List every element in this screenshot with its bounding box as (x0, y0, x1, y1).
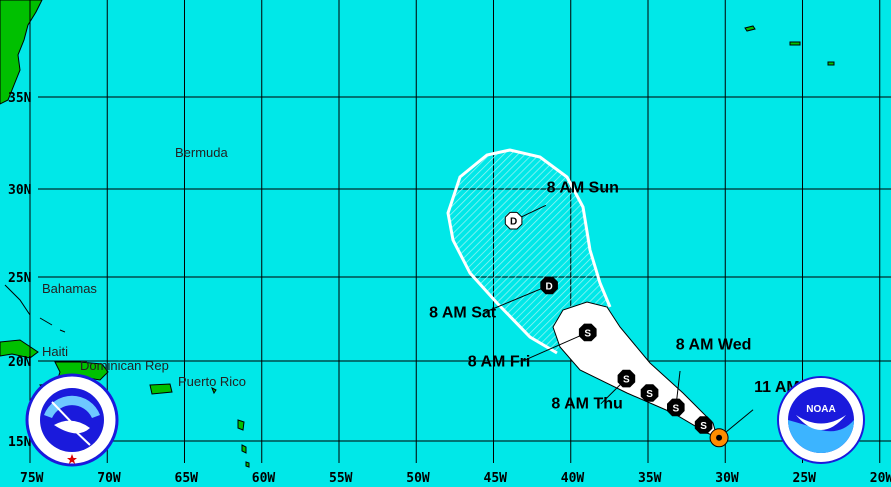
lat-lon-grid (29, 0, 891, 463)
intensity-letter: D (510, 217, 517, 228)
lon-label: 60W (252, 471, 276, 486)
place-puerto-rico: Puerto Rico (178, 374, 246, 389)
track-time-label: 8 AM Thu (551, 396, 622, 413)
axis-labels: 75W 70W 65W 60W 55W 50W 45W 40W 35W 30W 25W 20W 15N 2… (8, 91, 891, 486)
intensity-letter: S (646, 389, 653, 400)
place-bermuda: Bermuda (175, 145, 229, 160)
place-dominican-rep: Dominican Rep (80, 358, 169, 373)
star-icon (67, 454, 77, 464)
lon-label: 70W (97, 471, 121, 486)
lon-label: 35W (638, 471, 662, 486)
lat-label: 25N (8, 271, 32, 286)
tropical-storm-icon (617, 369, 636, 388)
intensity-letter: S (672, 403, 679, 414)
intensity-letter: S (623, 375, 630, 386)
nws-logo (25, 373, 119, 467)
lon-label: 25W (793, 471, 817, 486)
noaa-logo: NOAA (777, 376, 865, 464)
label-leader-line (523, 331, 588, 361)
track-time-label: 8 AM Wed (676, 336, 752, 353)
tropical-storm-icon (640, 384, 659, 402)
land (0, 0, 835, 468)
tropical-storm-icon (578, 323, 597, 342)
bahamas-islands (4, 284, 66, 333)
lesser-antilles (211, 386, 250, 468)
us-east-coast (0, 0, 43, 105)
lon-label: 40W (561, 471, 585, 486)
tropical-storm-icon (694, 416, 713, 434)
intensity-letter: D (546, 281, 553, 292)
label-leader-line (485, 284, 550, 313)
tropical-storm-icon (667, 398, 685, 417)
lon-label: 45W (484, 471, 508, 486)
place-bahamas: Bahamas (42, 281, 97, 296)
place-labels: Bermuda Bahamas Haiti Dominican Rep Puer… (42, 145, 246, 389)
lon-label: 55W (329, 471, 353, 486)
lat-label: 15N (8, 435, 32, 450)
lon-label: 65W (175, 471, 199, 486)
lon-label: 30W (715, 471, 739, 486)
forecast-cone-days-4-5 (446, 148, 612, 355)
lon-label: 20W (870, 471, 891, 486)
current-position-center (716, 434, 723, 441)
track-time-label: 8 AM Fri (468, 353, 531, 370)
azores (744, 25, 835, 66)
intensity-letter: S (700, 421, 707, 432)
noaa-logo-text: NOAA (806, 404, 835, 415)
depression-icon (540, 276, 558, 295)
lat-label: 35N (8, 91, 32, 106)
lat-label: 20N (8, 355, 32, 370)
forecast-cone-days-1-3 (552, 301, 718, 438)
lat-label: 30N (8, 183, 32, 198)
track-time-label: 8 AM Sat (429, 304, 497, 321)
puerto-rico (149, 383, 173, 395)
track-time-label: 8 AM Sun (547, 180, 619, 197)
lon-label: 50W (406, 471, 430, 486)
depression-icon (504, 211, 523, 230)
intensity-letter: S (584, 328, 591, 339)
lon-label: 75W (20, 471, 44, 486)
place-haiti: Haiti (42, 344, 68, 359)
